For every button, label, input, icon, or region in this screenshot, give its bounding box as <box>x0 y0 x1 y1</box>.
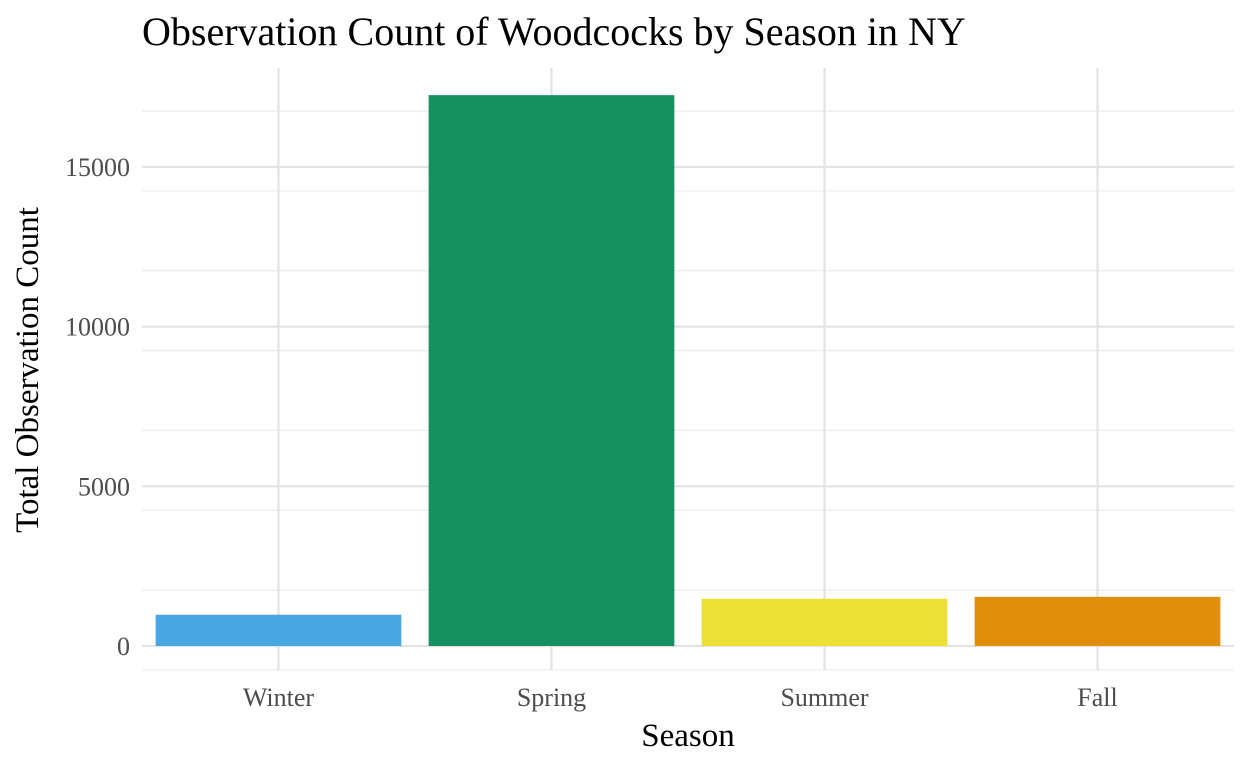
chart-title: Observation Count of Woodcocks by Season… <box>142 9 966 54</box>
x-tick-label: Summer <box>780 683 868 712</box>
y-axis-ticks: 0 5000 10000 15000 <box>65 153 130 661</box>
y-tick-label: 5000 <box>78 472 130 501</box>
x-axis-ticks: Winter Spring Summer Fall <box>243 683 1118 712</box>
y-axis-title: Total Observation Count <box>10 207 46 533</box>
bar-fall <box>974 596 1221 646</box>
bar-winter <box>155 614 402 646</box>
bar-summer <box>701 598 948 646</box>
x-axis-title: Season <box>641 718 735 754</box>
y-tick-label: 15000 <box>65 153 130 182</box>
bar-spring <box>428 95 675 646</box>
x-tick-label: Fall <box>1077 683 1117 712</box>
y-tick-label: 10000 <box>65 313 130 342</box>
bars <box>155 95 1221 646</box>
x-tick-label: Spring <box>517 683 586 712</box>
grid-lines <box>142 68 1234 671</box>
y-tick-label: 0 <box>117 632 130 661</box>
x-tick-label: Winter <box>243 683 314 712</box>
